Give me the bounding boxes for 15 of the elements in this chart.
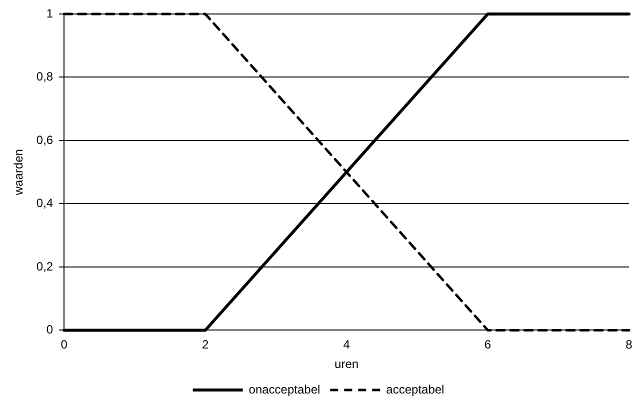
y-tick-label: 0,2 [36,259,54,274]
x-tick-label: 6 [484,338,492,352]
y-tick-label: 0,8 [36,70,54,84]
y-tick-label: 0,4 [36,196,54,210]
x-tick-label: 0 [60,338,68,352]
x-tick-label: 4 [343,338,350,352]
y-tick-label: 1 [46,6,54,20]
y-axis-title: waarden [12,149,26,196]
x-tick-label: 8 [626,338,633,352]
y-tick-label: 0 [46,322,54,337]
y-tick-label: 0,6 [36,132,54,147]
legend-label: acceptabel [386,382,444,396]
x-tick-label: 2 [202,338,209,352]
x-axis-title: uren [334,357,359,372]
legend-label: onacceptabel [248,382,320,396]
